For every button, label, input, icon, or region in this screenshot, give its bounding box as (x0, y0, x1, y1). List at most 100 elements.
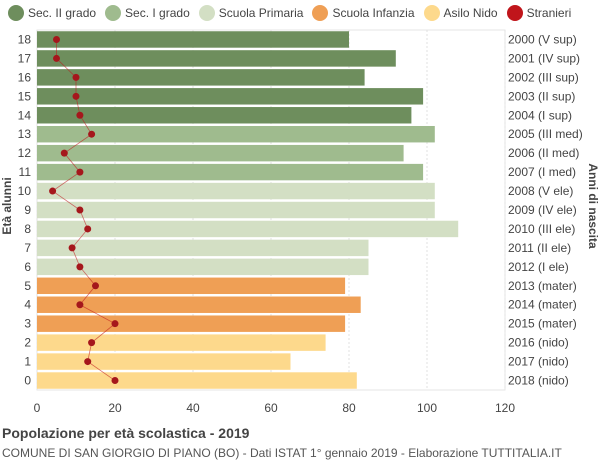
legend-label: Asilo Nido (443, 6, 498, 20)
legend-item: Sec. I grado (105, 5, 190, 21)
age-tick-label: 9 (24, 203, 31, 217)
age-tick-label: 4 (24, 298, 31, 312)
birth-year-label: 2015 (mater) (508, 317, 577, 331)
x-tick-label: 0 (34, 401, 41, 415)
stranieri-point (92, 282, 99, 290)
legend-label: Scuola Primaria (218, 6, 304, 20)
bar (37, 201, 435, 219)
age-tick-label: 15 (18, 89, 32, 103)
age-tick-label: 1 (24, 355, 31, 369)
birth-year-label: 2014 (mater) (508, 298, 577, 312)
stranieri-point (84, 358, 92, 366)
birth-year-label: 2001 (IV sup) (508, 51, 580, 65)
age-tick-label: 2 (24, 336, 31, 350)
x-tick-label: 100 (417, 401, 437, 415)
legend-swatch (105, 5, 122, 21)
age-tick-label: 14 (18, 108, 32, 122)
bar (37, 372, 357, 389)
bar (37, 144, 404, 162)
birth-year-label: 2013 (mater) (508, 279, 577, 293)
bar (37, 353, 291, 370)
birth-year-label: 2009 (IV ele) (508, 203, 577, 217)
legend-swatch (506, 5, 523, 21)
birth-year-label: 2007 (I med) (508, 165, 576, 179)
birth-year-label: 2010 (III ele) (508, 222, 575, 236)
stranieri-point (76, 168, 84, 176)
x-tick-label: 120 (495, 401, 515, 415)
x-tick-label: 80 (342, 401, 356, 415)
age-tick-label: 16 (18, 70, 32, 84)
age-tick-label: 12 (18, 146, 32, 160)
legend-item: Sec. II grado (8, 5, 96, 21)
age-tick-label: 3 (24, 317, 31, 331)
stranieri-point (49, 187, 57, 195)
birth-year-label: 2012 (I ele) (508, 260, 569, 274)
y-axis-label-left: Età alunni (0, 177, 14, 234)
age-tick-label: 10 (18, 184, 32, 198)
stranieri-point (76, 111, 84, 119)
bar (37, 315, 346, 332)
bar (37, 163, 424, 181)
bar (37, 258, 369, 276)
stranieri-point (88, 130, 96, 138)
legend-item: Stranieri (506, 5, 572, 21)
bar (37, 239, 369, 257)
birth-year-label: 2011 (II ele) (508, 241, 571, 255)
birth-year-label: 2017 (nido) (508, 355, 569, 369)
bar (37, 182, 435, 200)
birth-year-label: 2016 (nido) (508, 336, 569, 350)
legend-label: Scuola Infanzia (332, 6, 415, 20)
age-tick-label: 0 (24, 374, 31, 388)
birth-year-label: 2004 (I sup) (508, 108, 572, 122)
x-tick-label: 60 (264, 401, 278, 415)
legend-label: Sec. I grado (125, 6, 190, 20)
stranieri-point (76, 206, 84, 214)
stranieri-point (76, 301, 84, 309)
stranieri-point (72, 73, 80, 81)
legend-label: Stranieri (526, 6, 572, 20)
birth-year-label: 2008 (V ele) (508, 184, 573, 198)
x-tick-label: 40 (186, 401, 200, 415)
stranieri-point (76, 263, 84, 271)
stranieri-point (111, 377, 119, 385)
legend-item: Scuola Infanzia (312, 5, 415, 21)
legend-label: Sec. II grado (28, 6, 97, 20)
legend-swatch (423, 5, 440, 21)
bar (37, 88, 424, 105)
bar (37, 107, 412, 124)
age-tick-label: 13 (18, 127, 32, 141)
bar (37, 220, 459, 238)
age-tick-label: 6 (24, 260, 31, 274)
bar (37, 277, 346, 295)
x-tick-label: 20 (108, 401, 122, 415)
age-tick-label: 8 (24, 222, 31, 236)
birth-year-label: 2000 (V sup) (508, 32, 577, 46)
chart-subtitle: COMUNE DI SAN GIORGIO DI PIANO (BO) - Da… (2, 446, 562, 460)
stranieri-point (60, 149, 68, 157)
birth-year-label: 2018 (nido) (508, 374, 569, 388)
age-tick-label: 7 (24, 241, 31, 255)
stranieri-point (53, 35, 60, 43)
legend-swatch (312, 5, 329, 21)
age-tick-label: 18 (18, 32, 32, 46)
bar (37, 334, 326, 351)
bar (37, 69, 365, 86)
birth-year-label: 2006 (II med) (508, 146, 579, 160)
stranieri-point (88, 339, 96, 347)
age-tick-label: 17 (18, 51, 32, 65)
legend-swatch (8, 5, 24, 21)
birth-year-label: 2002 (III sup) (508, 70, 579, 84)
legend-item: Asilo Nido (423, 5, 498, 21)
y-axis-label-right: Anni di nascita (586, 163, 600, 249)
age-tick-label: 11 (19, 165, 32, 179)
legend-item: Scuola Primaria (198, 5, 304, 21)
birth-year-label: 2003 (II sup) (508, 89, 575, 103)
legend: Sec. II grado Sec. I grado Scuola Primaria… (8, 5, 580, 21)
bar (37, 125, 435, 143)
age-tick-label: 5 (24, 279, 31, 293)
bar (37, 50, 396, 67)
legend-swatch (198, 5, 215, 21)
bar (37, 31, 349, 48)
stranieri-point (111, 320, 119, 328)
